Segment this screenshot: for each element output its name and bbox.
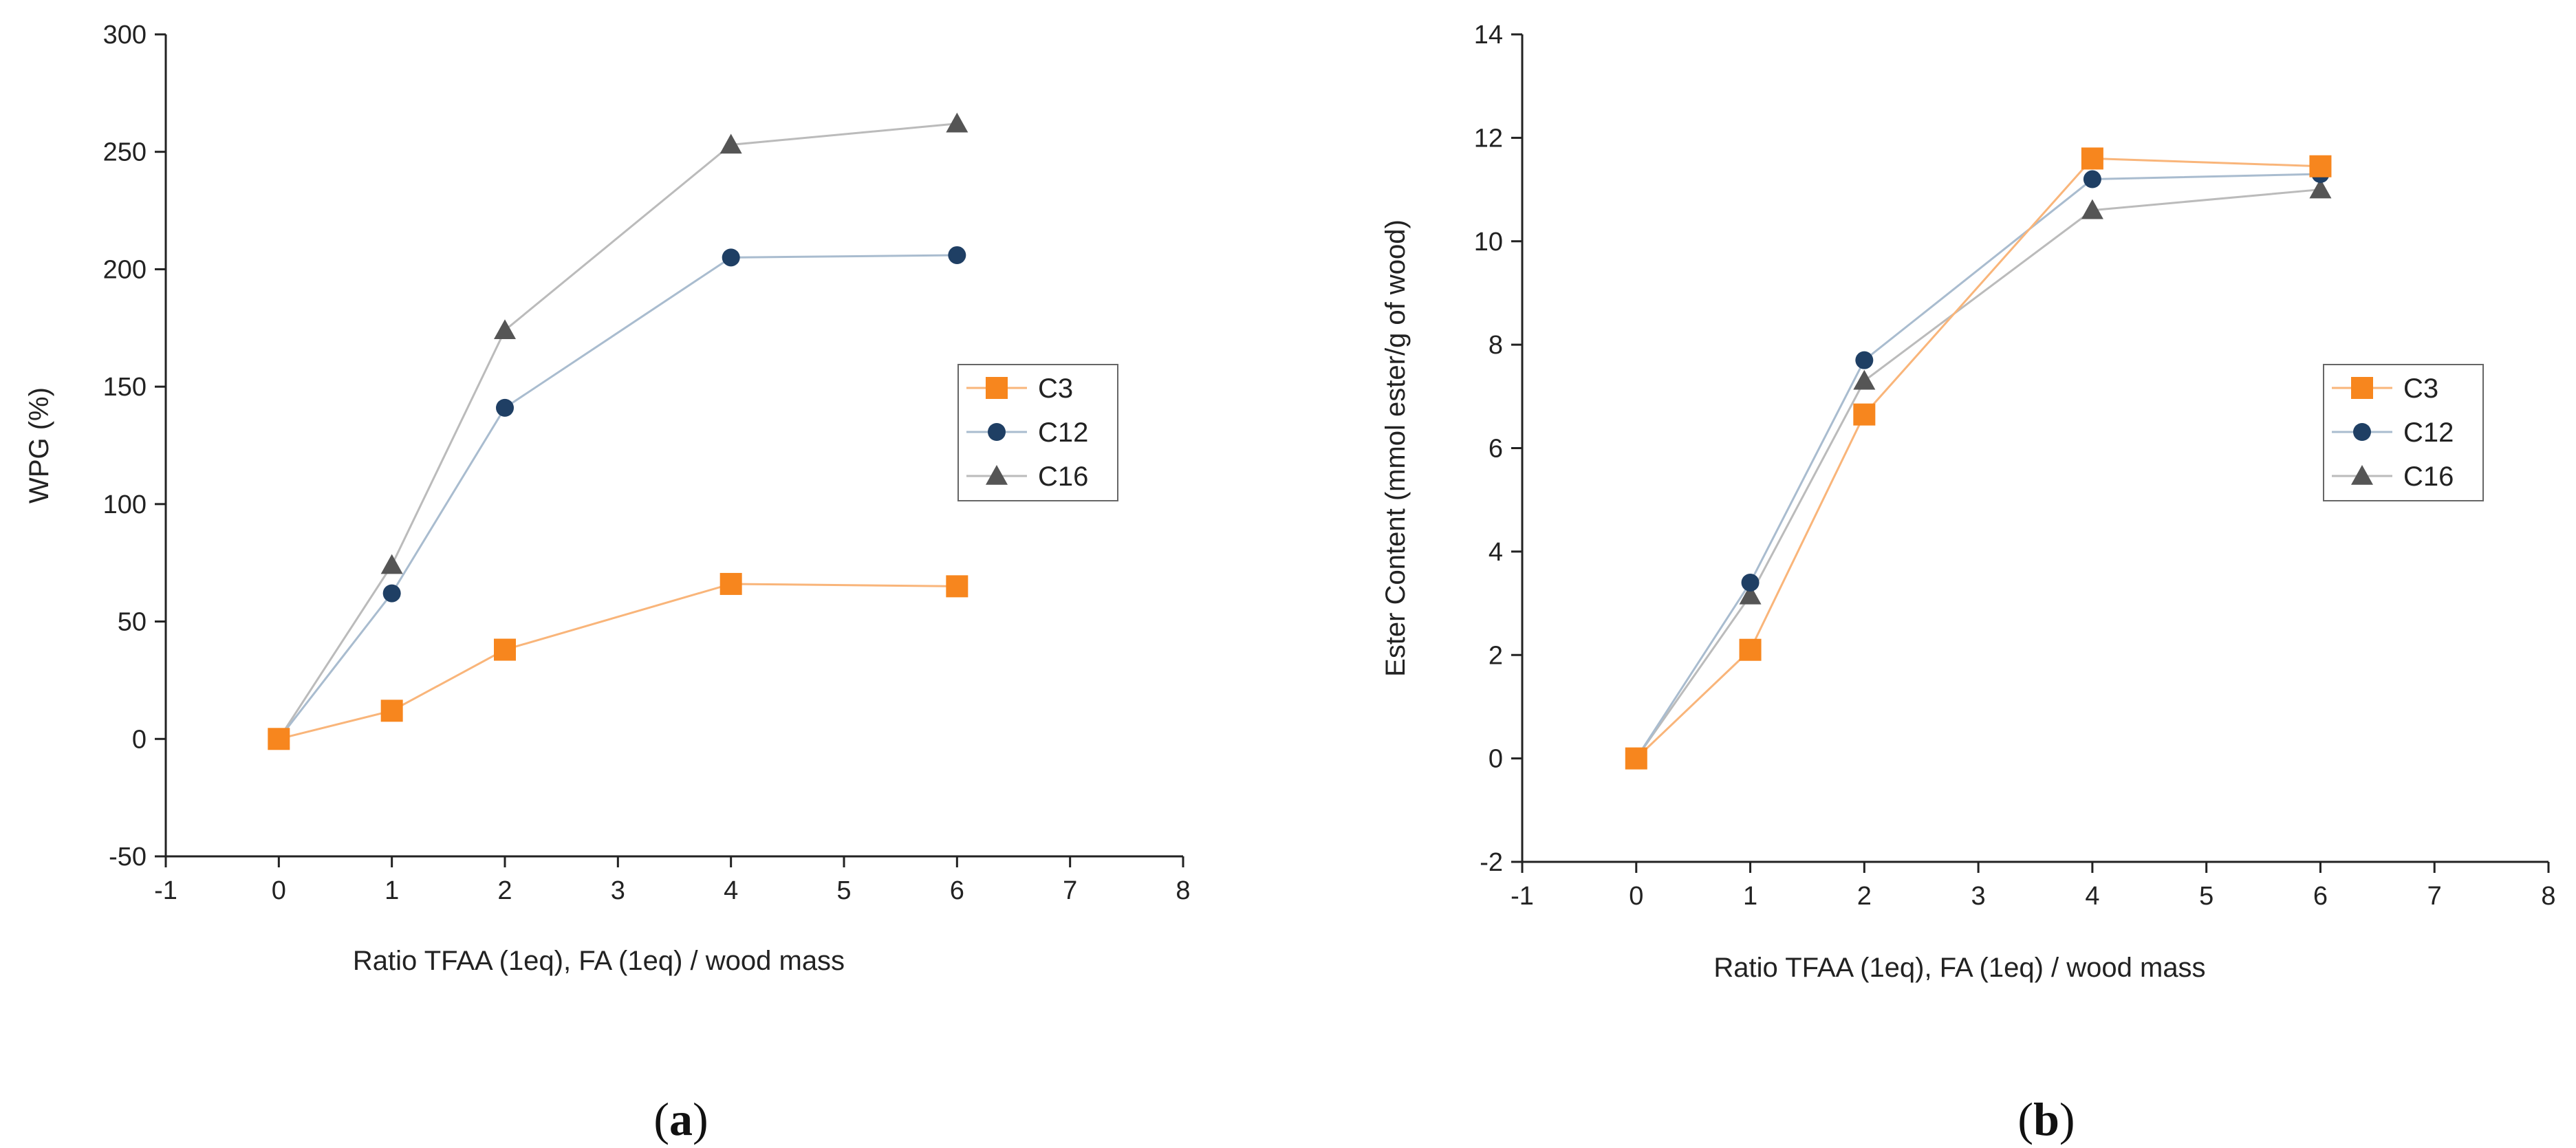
series-line-c3	[1635, 157, 2321, 759]
legend-marker-c3	[986, 377, 1008, 399]
data-point-c16-x4	[2081, 199, 2103, 219]
legend-marker-c12	[988, 423, 1006, 441]
data-point-c16-x6	[2309, 178, 2332, 199]
y-axis-title: WPG (%)	[24, 387, 54, 503]
x-tick-label: 7	[1063, 876, 1077, 905]
data-point-c16-x1	[380, 554, 403, 574]
data-point-c3-x1	[1739, 638, 1762, 661]
data-point-c12-x6	[948, 246, 966, 264]
data-point-c16-x2	[1853, 369, 1876, 390]
x-tick-label: 1	[1743, 882, 1757, 911]
legend-marker-c16	[2351, 465, 2373, 485]
y-tick-label: 4	[1489, 538, 1503, 567]
data-point-c16-x2	[494, 319, 516, 339]
x-axis-title: Ratio TFAA (1eq), FA (1eq) / wood mass	[353, 946, 845, 976]
data-point-c16-x6	[946, 112, 968, 133]
x-tick-label: 5	[2199, 882, 2214, 911]
series-points-c3	[1625, 147, 2332, 770]
x-axis-title: Ratio TFAA (1eq), FA (1eq) / wood mass	[1713, 953, 2205, 983]
data-point-c3-x4	[719, 572, 742, 595]
x-tick-label: 5	[836, 876, 851, 905]
x-tick-label: 6	[2313, 882, 2328, 911]
series-points-c12	[270, 246, 966, 748]
y-tick-label: -2	[1480, 848, 1503, 877]
legend-label-c16: C16	[1038, 462, 1088, 492]
y-tick-label: 6	[1489, 435, 1503, 464]
y-tick-label: 0	[1489, 745, 1503, 774]
chart-panel-b: (b) -1 0 1 2 3 4 5 6 7 8 -2 0 2 4 6 8 10 12 14 Ratio TFAA (…	[1348, 0, 2576, 1148]
data-point-c12-x4	[722, 248, 740, 267]
series-line-c16	[278, 122, 957, 740]
series-line-c12	[1635, 173, 2321, 759]
data-point-c3-x0	[268, 728, 290, 750]
data-point-c16-x1	[1739, 584, 1762, 605]
y-tick-label: -50	[109, 843, 147, 871]
data-point-c12-x1	[1741, 573, 1760, 592]
series-points-c16	[1625, 178, 2332, 768]
series-points-c12	[1627, 165, 2330, 768]
legend: C3 C12 C16	[2323, 364, 2484, 501]
y-tick-label: 100	[103, 490, 147, 519]
x-tick-label: 7	[2427, 882, 2442, 911]
x-tick-label: 3	[1971, 882, 1986, 911]
data-point-c16-x4	[719, 133, 742, 154]
x-tick-label: 1	[385, 876, 399, 905]
panel-caption-b: (b)	[2017, 1093, 2075, 1145]
legend-label-c3: C3	[1038, 373, 1073, 404]
y-tick-label: 300	[103, 21, 147, 50]
data-point-c12-x2	[1855, 351, 1874, 369]
data-point-c3-x6	[946, 575, 968, 598]
data-point-c12-x1	[382, 584, 401, 603]
x-tick-label: -1	[1511, 882, 1534, 911]
legend-marker-c12	[2353, 423, 2371, 441]
data-point-c12-x2	[496, 398, 514, 417]
x-tick-label: 8	[1176, 876, 1190, 905]
chart-a-svg: (a) -1 0 1 2 3 4 5 6 7 8 -50 0 50 100 150 200 250 300 Rati…	[24, 21, 1191, 1145]
series-points-c16	[268, 112, 968, 748]
legend: C3 C12 C16	[957, 364, 1118, 501]
y-tick-label: 2	[1489, 641, 1503, 670]
x-tick-label: 2	[497, 876, 512, 905]
legend-label-c12: C12	[1038, 418, 1088, 448]
legend-label-c16: C16	[2403, 462, 2454, 492]
data-point-c3-x2	[1853, 403, 1876, 426]
x-tick-label: 0	[1629, 882, 1643, 911]
y-tick-label: 14	[1474, 21, 1503, 50]
x-tick-label: 8	[2541, 882, 2555, 911]
y-tick-label: 8	[1489, 331, 1503, 360]
data-point-c3-x2	[494, 638, 516, 661]
x-tick-label: -1	[154, 876, 177, 905]
legend-marker-c3	[2351, 377, 2373, 399]
data-point-c3-x0	[1625, 747, 1647, 770]
x-tick-label: 3	[611, 876, 625, 905]
y-axis-title: Ester Content (mmol ester/g of wood)	[1381, 219, 1411, 677]
panel-caption-a: (a)	[653, 1093, 708, 1145]
y-tick-label: 0	[132, 725, 147, 754]
chart-panel-a: (a) -1 0 1 2 3 4 5 6 7 8 -50 0 50 100 150 200 250 300 Rati…	[24, 21, 1191, 1145]
series-points-c3	[268, 572, 968, 750]
legend-marker-c16	[986, 465, 1008, 485]
y-tick-label: 10	[1474, 228, 1503, 257]
x-tick-label: 6	[950, 876, 964, 905]
x-tick-label: 4	[724, 876, 738, 905]
data-point-c12-x4	[2083, 170, 2101, 188]
x-tick-label: 0	[272, 876, 286, 905]
series-line-c16	[1635, 188, 2321, 759]
legend-label-c3: C3	[2403, 373, 2438, 404]
y-tick-label: 50	[118, 608, 147, 637]
y-tick-label: 250	[103, 138, 147, 167]
y-tick-label: 150	[103, 373, 147, 402]
data-point-c3-x6	[2309, 155, 2332, 177]
legend-label-c12: C12	[2403, 418, 2454, 448]
data-point-c3-x1	[380, 700, 403, 722]
x-tick-label: 4	[2085, 882, 2099, 911]
data-point-c3-x4	[2081, 147, 2103, 170]
y-tick-label: 200	[103, 255, 147, 284]
x-tick-label: 2	[1857, 882, 1872, 911]
y-tick-label: 12	[1474, 124, 1503, 153]
series-line-c12	[278, 254, 957, 740]
